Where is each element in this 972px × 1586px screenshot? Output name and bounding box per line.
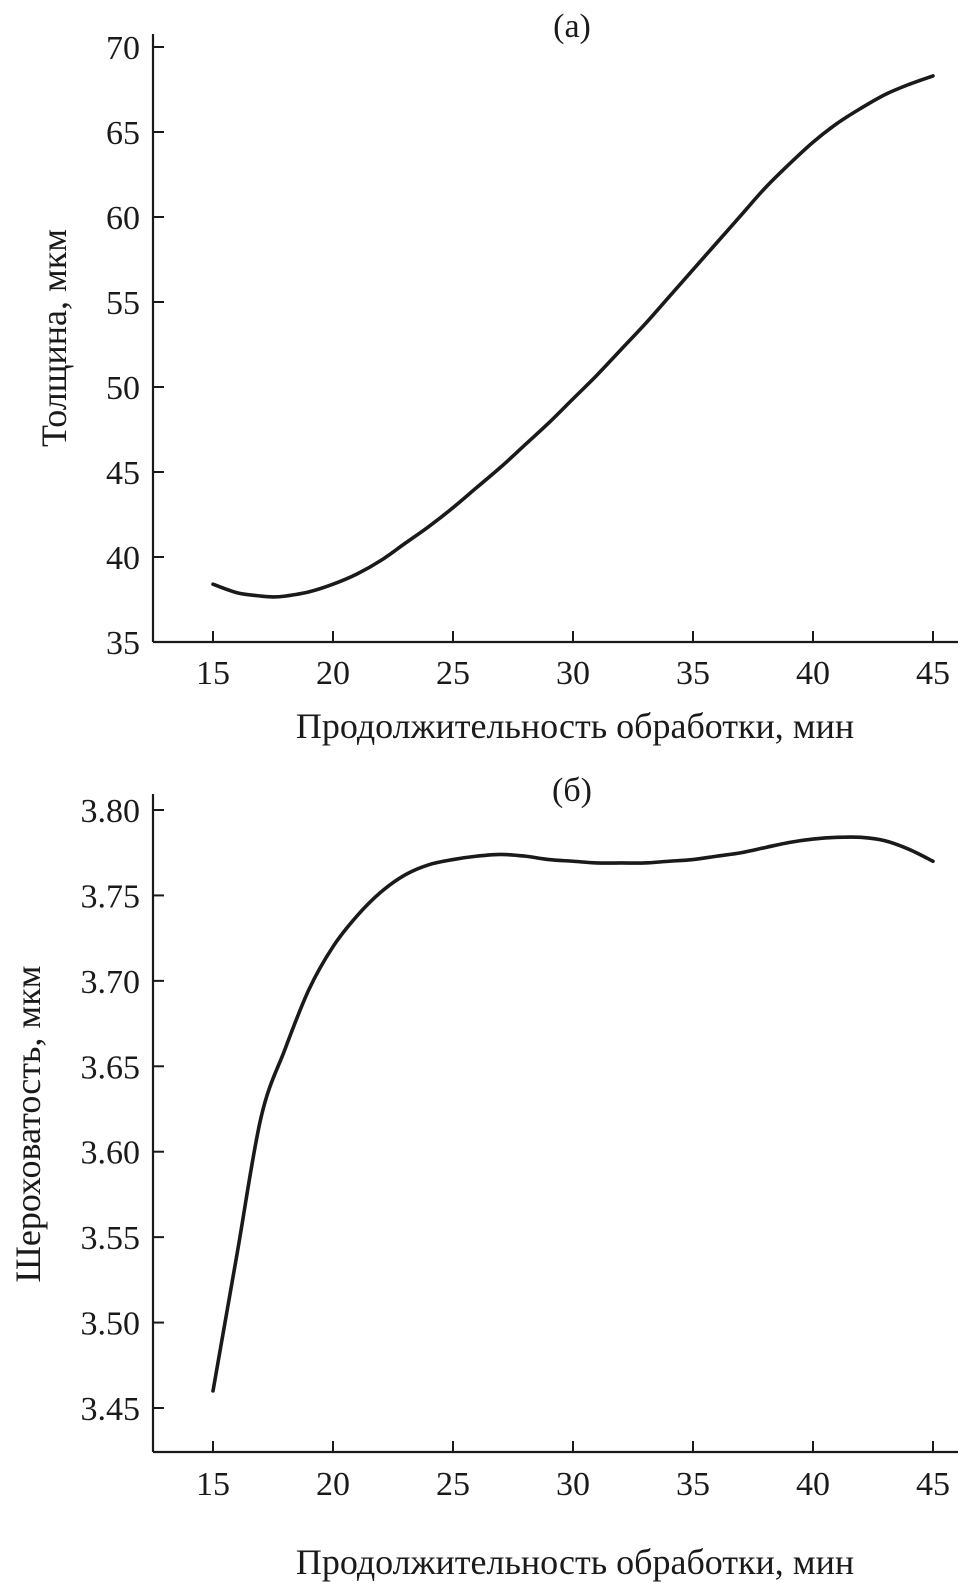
panel-b-x-tick-label: 15 [196,1466,230,1503]
panel-a-x-axis-label: Продолжительность обработки, мин [296,706,854,746]
panel-a-y-tick-label: 70 [106,30,140,67]
panel-b-roughness-chart: (б) 3.45 3.50 3.55 3.60 3.65 3.70 3.75 3.80 15 2… [8,772,958,1582]
panel-b-y-axis-label: Шероховатость, мкм [8,966,48,1283]
panel-b-y-tick-label: 3.45 [81,1391,141,1428]
panel-b-y-tick-label: 3.75 [81,878,141,915]
panel-b-x-tick-label: 30 [556,1466,590,1503]
panel-a-y-axis-label: Толщина, мкм [34,229,74,447]
panel-a-y-tick-label: 60 [106,200,140,237]
panel-a-y-ticks: 35 40 45 50 55 60 65 70 [106,30,164,662]
panel-b-x-tick-label: 45 [916,1466,950,1503]
panel-b-y-tick-label: 3.55 [81,1220,141,1257]
panel-a-y-tick-label: 65 [106,115,140,152]
panel-b-x-tick-label: 35 [676,1466,710,1503]
panel-a-x-tick-label: 45 [916,655,950,692]
panel-a-y-tick-label: 45 [106,455,140,492]
panel-a-thickness-chart: (а) 35 40 45 50 55 60 65 70 15 20 25 30 35 40 45 Прод… [34,8,958,746]
panel-b-title: (б) [552,772,592,809]
panel-b-x-tick-label: 25 [436,1466,470,1503]
panel-a-x-tick-label: 30 [556,655,590,692]
panel-b-y-tick-label: 3.65 [81,1049,141,1086]
panel-b-y-tick-label: 3.80 [81,793,141,830]
panel-a-x-tick-label: 20 [316,655,350,692]
panel-b-x-ticks: 15 20 25 30 35 40 45 [196,1441,950,1503]
panel-a-title: (а) [553,8,591,45]
panel-a-y-tick-label: 35 [106,625,140,662]
panel-a-x-tick-label: 35 [676,655,710,692]
panel-a-y-tick-label: 50 [106,370,140,407]
panel-a-x-ticks: 15 20 25 30 35 40 45 [196,631,950,692]
panel-b-roughness-curve [211,835,935,1393]
panel-b-y-tick-label: 3.70 [81,964,141,1001]
panel-a-y-tick-label: 55 [106,285,140,322]
panel-b-y-tick-label: 3.50 [81,1306,141,1343]
panel-a-thickness-curve [211,74,935,599]
panel-b-y-ticks: 3.45 3.50 3.55 3.60 3.65 3.70 3.75 3.80 [81,793,164,1428]
panel-a-x-tick-label: 15 [196,655,230,692]
panel-b-x-tick-label: 20 [316,1466,350,1503]
panel-b-y-tick-label: 3.60 [81,1135,141,1172]
panel-b-x-axis-label: Продолжительность обработки, мин [296,1542,854,1582]
panel-a-x-tick-label: 40 [796,655,830,692]
panel-a-x-tick-label: 25 [436,655,470,692]
panel-a-y-tick-label: 40 [106,540,140,577]
panel-b-x-tick-label: 40 [796,1466,830,1503]
